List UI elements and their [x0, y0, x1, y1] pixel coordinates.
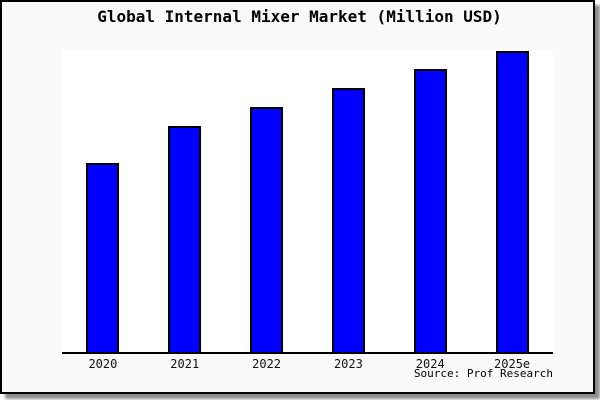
bar-2020	[86, 162, 120, 352]
x-axis-label-2023: 2023	[333, 357, 363, 371]
source-credit: Source: Prof Research	[413, 367, 553, 380]
bar-2023	[331, 88, 365, 352]
chart-title: Global Internal Mixer Market (Million US…	[97, 7, 502, 26]
bar-2024	[413, 69, 447, 352]
plot-area	[62, 51, 553, 354]
x-axis-label-2025e: 2025e	[494, 357, 531, 371]
chart-box: Global Internal Mixer Market (Million US…	[0, 0, 595, 394]
bar-2025e	[495, 51, 529, 352]
x-axis-label-2021: 2021	[170, 357, 200, 371]
bar-2022	[250, 107, 284, 352]
x-axis-label-2020: 2020	[88, 357, 118, 371]
x-axis-label-2024: 2024	[415, 357, 445, 371]
x-axis-label-2022: 2022	[252, 357, 282, 371]
bar-2021	[168, 125, 202, 352]
